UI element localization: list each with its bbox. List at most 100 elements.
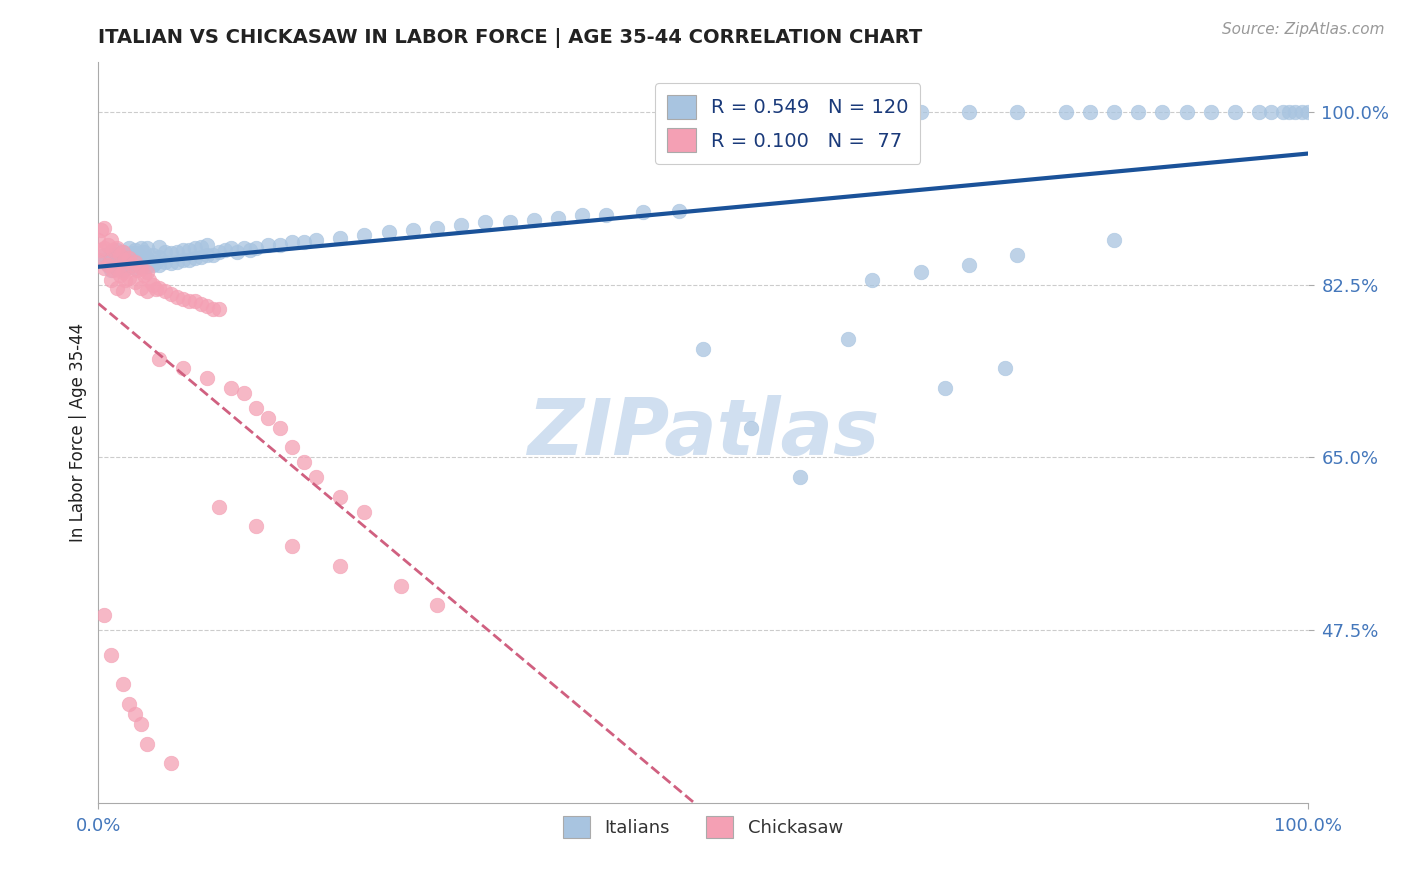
Point — [148, 258, 170, 272]
Point — [994, 361, 1017, 376]
Point — [142, 248, 165, 262]
Point — [135, 737, 157, 751]
Text: ZIPatlas: ZIPatlas — [527, 394, 879, 471]
Point — [153, 255, 176, 269]
Point — [329, 231, 352, 245]
Point — [329, 558, 352, 573]
Point — [114, 252, 136, 267]
Point — [166, 244, 188, 259]
Point — [232, 386, 254, 401]
Point — [910, 104, 932, 119]
Point — [172, 243, 194, 257]
Point — [226, 244, 249, 259]
Point — [1272, 104, 1295, 119]
Point — [97, 258, 120, 272]
Point — [101, 258, 124, 272]
Point — [221, 381, 243, 395]
Point — [1102, 233, 1125, 247]
Point — [160, 287, 183, 301]
Point — [97, 238, 120, 252]
Legend: Italians, Chickasaw: Italians, Chickasaw — [555, 809, 851, 846]
Point — [860, 104, 883, 119]
Point — [100, 272, 122, 286]
Y-axis label: In Labor Force | Age 35-44: In Labor Force | Age 35-44 — [69, 323, 87, 542]
Point — [256, 410, 278, 425]
Point — [100, 244, 122, 259]
Point — [179, 294, 201, 309]
Point — [93, 221, 115, 235]
Point — [148, 250, 170, 264]
Point — [127, 246, 149, 260]
Point — [160, 256, 183, 270]
Point — [281, 539, 304, 553]
Point — [142, 277, 165, 292]
Point — [239, 243, 262, 257]
Point — [100, 252, 122, 267]
Point — [111, 262, 134, 277]
Point — [114, 272, 136, 286]
Point — [172, 252, 194, 267]
Point — [87, 233, 110, 247]
Point — [195, 371, 218, 385]
Point — [232, 241, 254, 255]
Point — [208, 244, 231, 259]
Point — [153, 244, 176, 259]
Point — [813, 104, 835, 119]
Point — [145, 283, 167, 297]
Point — [1278, 104, 1301, 119]
Point — [135, 265, 157, 279]
Point — [108, 248, 131, 262]
Point — [118, 251, 141, 265]
Point — [105, 243, 128, 257]
Point — [111, 285, 134, 299]
Point — [1284, 104, 1306, 119]
Point — [121, 246, 143, 260]
Point — [377, 225, 399, 239]
Text: Source: ZipAtlas.com: Source: ZipAtlas.com — [1222, 22, 1385, 37]
Point — [547, 211, 569, 226]
Point — [195, 248, 218, 262]
Point — [1199, 104, 1222, 119]
Point — [124, 252, 146, 267]
Point — [90, 223, 112, 237]
Point — [138, 272, 160, 286]
Point — [329, 490, 352, 504]
Point — [172, 293, 194, 307]
Point — [195, 238, 218, 252]
Point — [108, 248, 131, 262]
Point — [1296, 104, 1319, 119]
Point — [305, 470, 328, 484]
Point — [142, 258, 165, 272]
Point — [1291, 104, 1313, 119]
Point — [134, 255, 156, 269]
Point — [190, 240, 212, 254]
Point — [202, 302, 225, 317]
Point — [114, 258, 136, 272]
Point — [105, 241, 128, 255]
Point — [202, 248, 225, 262]
Point — [90, 243, 112, 257]
Point — [789, 470, 811, 484]
Point — [100, 262, 122, 277]
Point — [105, 280, 128, 294]
Point — [97, 258, 120, 272]
Point — [118, 241, 141, 255]
Point — [179, 243, 201, 257]
Point — [100, 648, 122, 662]
Point — [129, 241, 152, 255]
Point — [100, 233, 122, 247]
Point — [108, 258, 131, 272]
Point — [426, 599, 449, 613]
Point — [101, 243, 124, 257]
Point — [184, 294, 207, 309]
Point — [957, 104, 980, 119]
Point — [1175, 104, 1198, 119]
Point — [1007, 104, 1029, 119]
Point — [127, 262, 149, 277]
Point — [389, 579, 412, 593]
Point — [281, 235, 304, 249]
Point — [93, 252, 115, 267]
Point — [595, 209, 617, 223]
Point — [111, 677, 134, 691]
Point — [135, 241, 157, 255]
